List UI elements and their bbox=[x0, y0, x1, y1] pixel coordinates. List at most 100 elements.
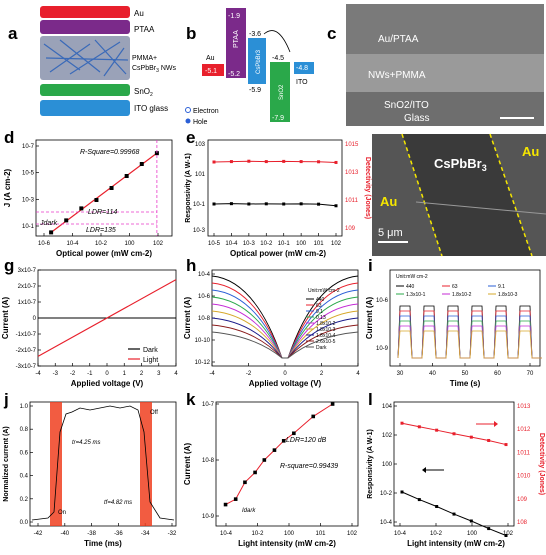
x-axis-label: Optical power (mW cm-2) bbox=[56, 249, 152, 258]
panel-e: e 10-5 10-4 10-3 10-2 10-1 100 101 102 103 101 10-… bbox=[182, 128, 372, 260]
y-tick-label: 0.2 bbox=[20, 497, 29, 503]
energy-level-diagram: Au -5.1 -1.9 -5.2 PTAA -3.6 -5.9 CsPbBr3… bbox=[185, 8, 314, 126]
x-tick-label: 4 bbox=[174, 371, 178, 377]
y-tick-label: 10-10 bbox=[195, 338, 211, 344]
data-point bbox=[487, 527, 491, 531]
y2-tick-label: 109 bbox=[345, 226, 356, 232]
nanowires bbox=[43, 39, 129, 77]
data-point bbox=[487, 438, 491, 442]
label-ptaa: PTAA bbox=[134, 25, 155, 34]
legend-label: 2.6x10-5 bbox=[316, 339, 336, 345]
x-tick-label: 10-2 bbox=[95, 241, 108, 247]
y-tick-label: 10-5 bbox=[22, 171, 35, 177]
x-tick-label: -34 bbox=[141, 531, 150, 537]
optical-image: Au Au CsPbBr3 5 μm bbox=[372, 133, 546, 257]
data-point bbox=[49, 230, 54, 235]
data-point bbox=[435, 428, 439, 432]
x-tick-label: 101 bbox=[314, 241, 325, 247]
x-tick-label: 100 bbox=[467, 531, 478, 537]
sno2-bar bbox=[270, 62, 290, 122]
legend-label: 440 bbox=[406, 284, 415, 290]
data-point bbox=[264, 202, 268, 206]
y-tick-label: 10-3 bbox=[22, 197, 35, 203]
y-tick-label: 10-12 bbox=[195, 360, 211, 366]
chart-i: 30 40 50 60 70 10-6 10-9 Unit:mW cm-2 440 63 9.1 1.… bbox=[365, 269, 542, 388]
data-point bbox=[417, 498, 421, 502]
x-tick-label: -4 bbox=[209, 371, 215, 377]
x-tick-label: -36 bbox=[114, 531, 123, 537]
data-point bbox=[317, 160, 321, 164]
legend-electron: Electron bbox=[193, 108, 219, 115]
y-tick-label: 10-2 bbox=[380, 491, 393, 497]
panel-l: l 10-4 10-2 100 102 104 102 100 10-2 10-4 1013 101… bbox=[364, 390, 546, 550]
chart-j: -42 -40 -38 -36 -34 -32 1.0 0.8 0.6 0.4 0.2 0.0 tr=4… bbox=[3, 401, 177, 548]
x-tick-label: -38 bbox=[87, 531, 96, 537]
data-point bbox=[154, 151, 159, 156]
x-tick-label: 100 bbox=[124, 241, 135, 247]
panel-a: a Au PTAA PMMA+ CsPbBr3 NWs SnO2 ITO gla… bbox=[0, 0, 180, 130]
x-tick-label: 2 bbox=[320, 371, 324, 377]
legend-label: 0.13 bbox=[316, 315, 326, 321]
data-point bbox=[469, 435, 473, 439]
x-tick-label: 10-2 bbox=[251, 531, 264, 537]
panel-label: k bbox=[186, 390, 196, 409]
y-axis-label: Normalized current (A) bbox=[3, 426, 10, 501]
plot-frame bbox=[393, 401, 515, 527]
x-tick-label: -4 bbox=[35, 371, 41, 377]
series-line bbox=[211, 296, 359, 359]
x-axis-label: Time (ms) bbox=[84, 539, 122, 548]
y-tick-label: 3x10-7 bbox=[18, 268, 37, 274]
y-tick-label: 10-1 bbox=[193, 202, 206, 208]
annotation: LDR=114 bbox=[88, 209, 117, 216]
x-tick-label: 10-4 bbox=[394, 531, 407, 537]
x-tick-label: 10-5 bbox=[208, 241, 221, 247]
series-line bbox=[211, 282, 359, 359]
y-tick-label: 10-9 bbox=[202, 514, 215, 520]
y2-tick-label: 1011 bbox=[345, 198, 359, 204]
panel-label: i bbox=[368, 256, 373, 275]
x-tick-label: 100 bbox=[296, 241, 307, 247]
panel-label: j bbox=[4, 390, 9, 409]
chart-k: 10-4 10-2 100 101 102 10-7 10-8 10-9 LDR=120 dB R… bbox=[183, 401, 359, 548]
cspbbr3-top: -3.6 bbox=[249, 31, 261, 38]
ptaa-bottom: -5.2 bbox=[228, 71, 240, 78]
series-line bbox=[211, 303, 359, 359]
label-sno2: SnO2 bbox=[134, 87, 153, 98]
x-tick-label: 10-1 bbox=[278, 241, 291, 247]
data-point bbox=[435, 505, 439, 508]
hole-icon bbox=[185, 118, 191, 124]
sno2-top: -4.5 bbox=[272, 55, 284, 62]
data-point bbox=[223, 502, 228, 507]
scale-f-label: 5 μm bbox=[378, 227, 403, 239]
label-nws: PMMA+ bbox=[132, 55, 157, 62]
legend-label: 9.1 bbox=[498, 284, 505, 290]
arrow-head bbox=[494, 421, 498, 427]
data-point bbox=[247, 202, 251, 206]
y2-tick-label: 1012 bbox=[517, 427, 531, 433]
layer-ptaa bbox=[40, 20, 130, 34]
sem-label-mid: NWs+PMMA bbox=[368, 70, 426, 81]
data-point bbox=[311, 414, 316, 419]
label-au: Au bbox=[134, 9, 144, 18]
au-name: Au bbox=[206, 55, 215, 62]
data-point bbox=[452, 512, 456, 516]
cspbbr3-name: CsPbBr3 bbox=[256, 49, 262, 74]
y-tick-label: 10-6 bbox=[198, 294, 211, 300]
x-axis-label: Time (s) bbox=[450, 379, 481, 388]
data-point bbox=[334, 204, 338, 208]
data-point bbox=[124, 174, 129, 178]
annotation: R-square=0.99439 bbox=[280, 463, 338, 470]
sem-label-bot2: Glass bbox=[404, 113, 430, 124]
data-point bbox=[299, 160, 303, 164]
annotation: On bbox=[58, 510, 66, 516]
x-axis-label: Light intensity (mW cm-2) bbox=[407, 539, 505, 548]
data-point bbox=[292, 431, 296, 436]
panel-i: i 30 40 50 60 70 10-6 10-9 Unit:mW cm-2 440 63 9.1… bbox=[364, 256, 546, 390]
chart-e: 10-5 10-4 10-3 10-2 10-1 100 101 102 103 101 10-1 1… bbox=[185, 139, 371, 258]
y-tick-label: 0.0 bbox=[20, 520, 29, 526]
x-tick-label: 101 bbox=[315, 531, 326, 537]
series-line bbox=[211, 289, 359, 359]
legend-label: 440 bbox=[316, 297, 325, 303]
chart-h: -4 -2 0 2 4 10-4 10-6 10-8 10-10 10-12 Unit:mW cm-… bbox=[183, 269, 360, 388]
legend-label: Light bbox=[143, 357, 158, 364]
